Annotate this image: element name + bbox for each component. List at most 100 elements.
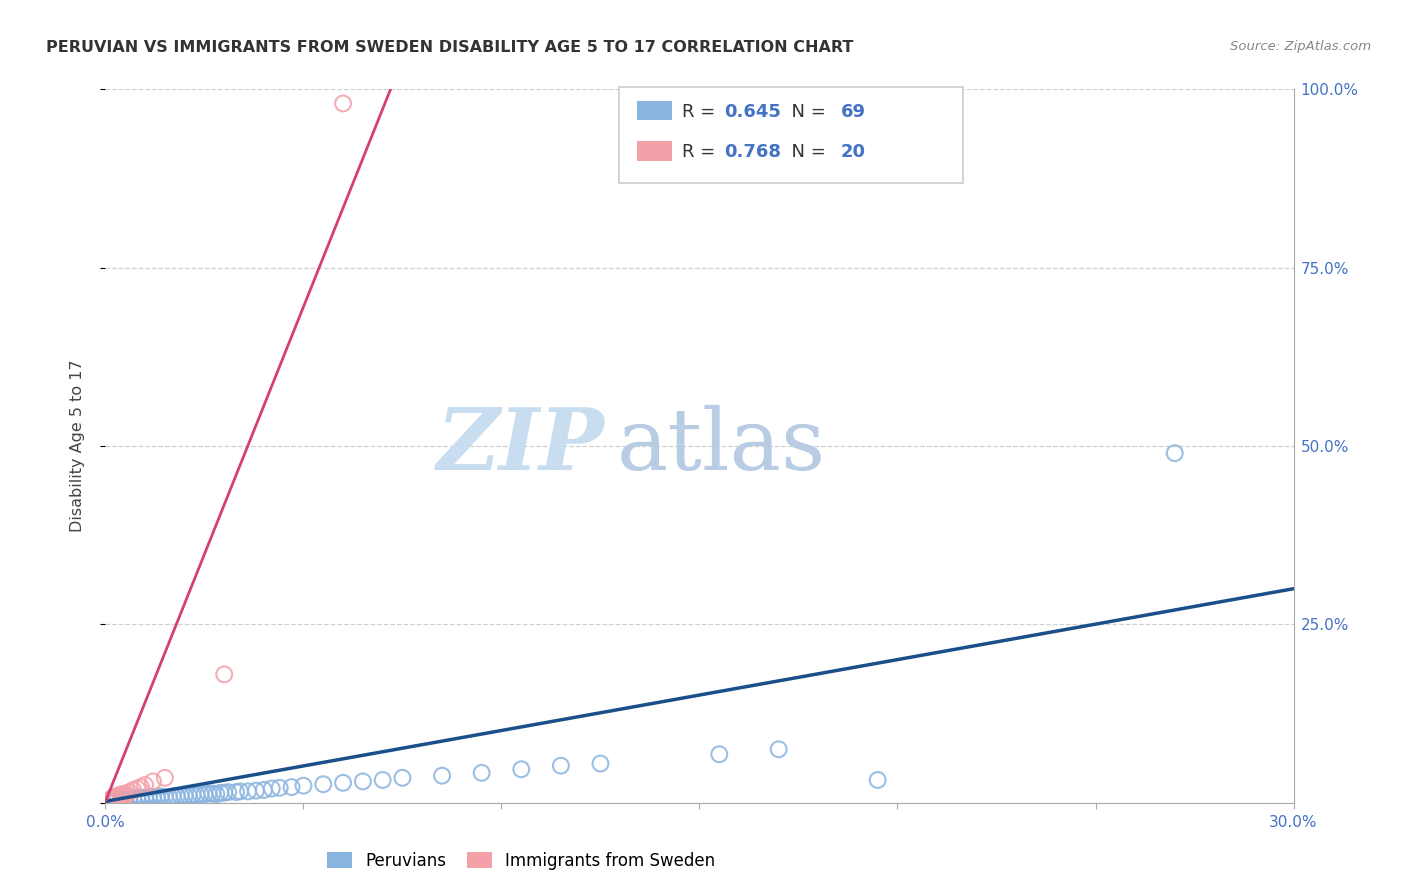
Point (103, 791, 125, 805)
Point (236, 784, 259, 798)
Point (217, 785, 239, 799)
Text: ZIP: ZIP (437, 404, 605, 488)
Legend: Peruvians, Immigrants from Sweden: Peruvians, Immigrants from Sweden (321, 846, 721, 877)
Text: N =: N = (780, 143, 832, 161)
Point (96, 794, 118, 808)
Text: 0.768: 0.768 (724, 143, 782, 161)
Point (225, 785, 247, 799)
Text: R =: R = (682, 103, 721, 120)
Point (142, 790, 165, 805)
Point (122, 792, 145, 806)
Point (104, 793, 127, 807)
Point (146, 790, 169, 805)
Point (114, 787, 136, 801)
Point (149, 790, 172, 805)
Point (100, 792, 122, 806)
Point (153, 771, 176, 785)
Point (312, 777, 335, 791)
Point (332, 776, 354, 790)
Point (866, 772, 889, 787)
Point (105, 790, 128, 805)
Point (214, 786, 236, 800)
Point (103, 794, 125, 808)
Point (173, 789, 195, 803)
Point (127, 790, 149, 805)
Point (110, 792, 132, 806)
Point (142, 791, 165, 805)
Point (127, 781, 149, 796)
Point (260, 781, 283, 796)
Point (253, 783, 276, 797)
Point (214, 667, 236, 681)
Point (162, 789, 184, 804)
Point (138, 790, 160, 805)
Text: 0.645: 0.645 (724, 103, 780, 120)
Point (332, 96, 354, 111)
Point (122, 783, 145, 797)
Point (122, 791, 145, 805)
Text: N =: N = (780, 103, 832, 120)
Point (186, 788, 208, 802)
Point (134, 790, 156, 805)
Point (193, 787, 215, 801)
Point (430, 769, 453, 783)
Point (103, 790, 125, 805)
Point (181, 788, 204, 802)
Point (105, 789, 128, 803)
Point (146, 790, 169, 805)
Point (205, 787, 228, 801)
Point (352, 774, 374, 789)
Point (170, 789, 193, 803)
Point (138, 791, 160, 805)
Point (118, 791, 141, 805)
Point (118, 785, 141, 799)
Point (269, 780, 291, 795)
Point (1164, 446, 1187, 460)
Point (589, 756, 612, 771)
Point (149, 789, 172, 804)
Text: 20: 20 (841, 143, 866, 161)
Point (157, 790, 180, 805)
Point (709, 747, 731, 762)
Point (229, 784, 252, 798)
Point (134, 778, 156, 792)
Text: Source: ZipAtlas.com: Source: ZipAtlas.com (1230, 40, 1371, 54)
Point (371, 772, 394, 787)
Point (245, 783, 267, 797)
Point (110, 789, 132, 804)
Point (105, 792, 128, 806)
Point (142, 774, 165, 789)
Point (110, 793, 132, 807)
Y-axis label: Disability Age 5 to 17: Disability Age 5 to 17 (70, 359, 84, 533)
Point (129, 792, 152, 806)
Point (177, 789, 200, 803)
Text: atlas: atlas (616, 404, 825, 488)
Point (114, 789, 136, 803)
Point (129, 780, 152, 794)
Point (471, 765, 494, 780)
Point (98, 793, 121, 807)
Point (391, 771, 413, 785)
Point (129, 790, 152, 805)
Point (166, 789, 188, 804)
Point (190, 787, 212, 801)
Point (114, 793, 136, 807)
Point (100, 794, 122, 808)
Point (110, 787, 132, 801)
Point (114, 792, 136, 806)
Point (201, 787, 224, 801)
Point (153, 790, 176, 805)
Point (197, 787, 219, 801)
Point (280, 780, 302, 794)
Point (98, 794, 121, 808)
Point (118, 792, 141, 806)
Text: 69: 69 (841, 103, 866, 120)
Point (105, 793, 128, 807)
Point (127, 792, 149, 806)
Point (134, 791, 156, 805)
Point (550, 758, 572, 772)
Text: PERUVIAN VS IMMIGRANTS FROM SWEDEN DISABILITY AGE 5 TO 17 CORRELATION CHART: PERUVIAN VS IMMIGRANTS FROM SWEDEN DISAB… (46, 40, 853, 55)
Point (209, 786, 232, 800)
Text: R =: R = (682, 143, 721, 161)
Point (292, 779, 315, 793)
